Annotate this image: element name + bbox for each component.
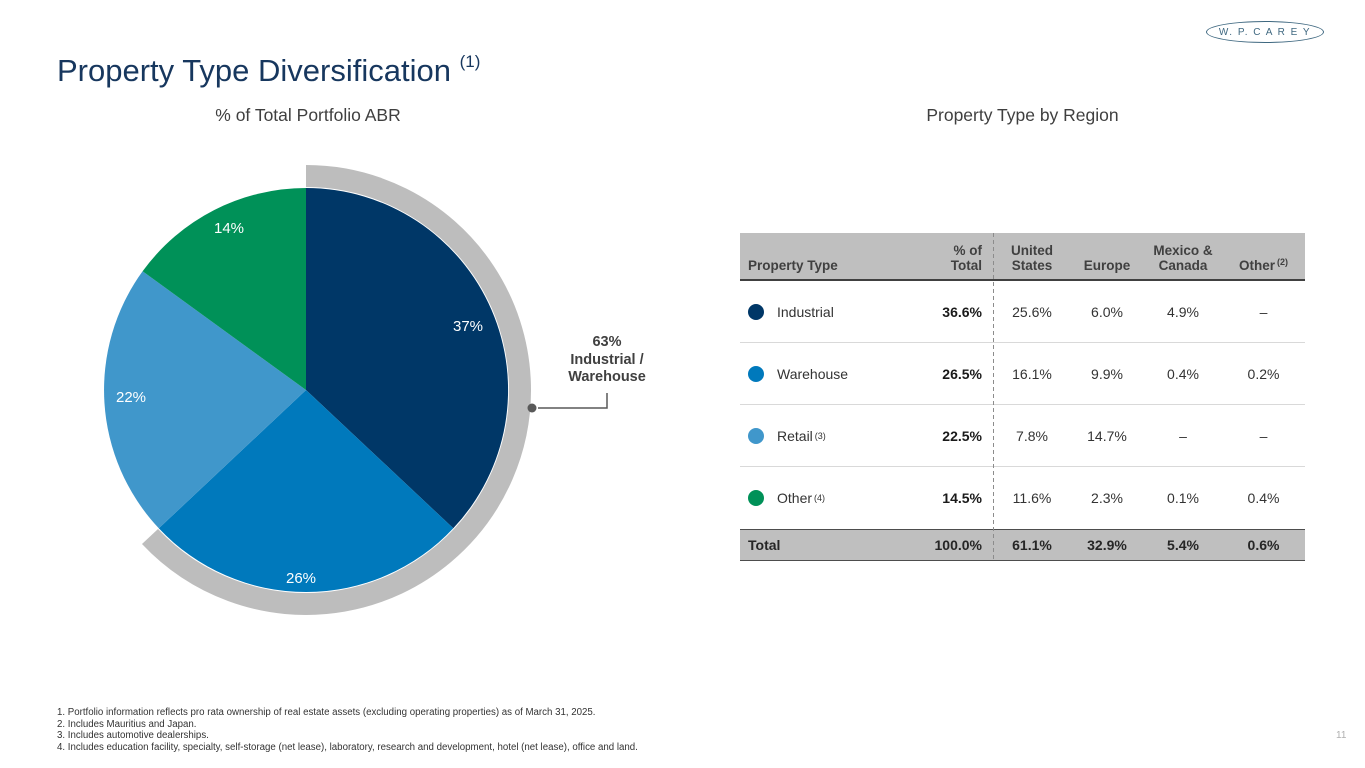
callout-line-2: Industrial / [570,351,644,368]
footnote-2: 2. Includes Mauritius and Japan. [57,718,197,730]
header-property-type: Property Type [748,258,838,273]
cell-mexico-canada: – [1179,427,1187,444]
pie-label-warehouse: 26% [286,570,316,587]
table-row-warehouse: Warehouse 26.5% 16.1% 9.9% 0.4% 0.2% [740,343,1305,405]
row-label: Warehouse [777,365,849,382]
page-number: 11 [1336,730,1347,741]
cell-europe: 2.3% [1091,490,1123,506]
property-type-by-region-table: Property Type % of Total United States E… [740,233,1305,561]
pie-slice-industrial [306,187,509,529]
cell-pct-total: 36.6% [942,303,982,320]
cell-mexico-canada: 5.4% [1167,537,1199,553]
legend-dot-other [748,490,764,506]
cell-us: 11.6% [1012,490,1052,506]
footnote-4: 4. Includes education facility, specialt… [57,741,638,753]
table-total-row: Total 100.0% 61.1% 32.9% 5.4% 0.6% [740,529,1305,561]
row-label: Industrial [777,303,834,320]
cell-other: 0.4% [1247,490,1280,506]
table-row-other: Other (4) 14.5% 11.6% 2.3% 0.1% 0.4% [740,467,1305,529]
cell-europe: 9.9% [1091,365,1123,382]
cell-pct-total: 100.0% [934,537,982,553]
row-label: Retail [777,427,813,444]
cell-pct-total: 14.5% [942,490,982,506]
cell-europe: 14.7% [1087,427,1127,444]
callout-connector-dot [527,403,537,413]
header-mexico-canada: Mexico & Canada [1153,243,1213,273]
header-pct-of-total: % of Total [950,243,982,273]
page-title-text: Property Type Diversification [57,53,451,88]
pie-label-industrial: 37% [453,318,483,335]
header-europe: Europe [1083,258,1131,273]
cell-other: – [1259,303,1268,320]
legend-dot-retail [748,427,764,444]
cell-mexico-canada: 4.9% [1167,303,1199,320]
footnote-3: 3. Includes automotive dealerships. [57,730,209,742]
total-label: Total [748,537,781,553]
callout-line-3: Warehouse [568,369,646,385]
cell-mexico-canada: 0.4% [1167,365,1199,382]
table-dashed-divider [993,233,994,561]
pie-label-other: 14% [214,220,244,237]
title-footnote-ref: (1) [459,52,481,71]
callout-connector-line [538,393,608,409]
table-section-heading: Property Type by Region [926,105,1119,125]
pie-label-retail: 22% [116,389,146,406]
row-label: Other [777,490,813,506]
table-header-row: Property Type % of Total United States E… [740,233,1305,281]
cell-europe: 6.0% [1091,303,1123,320]
cell-other: – [1259,427,1268,444]
table-row-retail: Retail (3) 22.5% 7.8% 14.7% – – [740,405,1305,467]
cell-other: 0.6% [1247,537,1280,553]
row-footnote-ref: (3) [814,430,826,441]
pie-highlight-arc-63pct [141,165,531,615]
cell-us: 61.1% [1012,537,1052,553]
legend-dot-warehouse [748,365,764,382]
callout-63pct-industrial-warehouse: 63% Industrial / Warehouse [540,334,674,387]
cell-us: 7.8% [1016,427,1048,444]
pie-section-heading: % of Total Portfolio ABR [215,105,401,125]
wp-carey-logo: W. P. C A R E Y [1206,21,1324,43]
callout-line-1: 63% [592,334,622,350]
header-other: Other (2) [1238,257,1288,273]
pie-slice-warehouse [158,390,454,593]
cell-us: 25.6% [1012,303,1052,320]
legend-dot-industrial [748,303,764,320]
cell-europe: 32.9% [1087,537,1127,553]
pie-slice-other [142,188,306,390]
cell-other: 0.2% [1247,365,1280,382]
cell-us: 16.1% [1012,365,1052,382]
pie-chart: 37% 26% 22% 14% [104,165,608,615]
header-united-states: United States [1011,243,1053,273]
wp-carey-logo-text: W. P. C A R E Y [1218,26,1312,38]
footnotes: 1. Portfolio information reflects pro ra… [57,707,638,753]
footnote-1: 1. Portfolio information reflects pro ra… [57,707,596,718]
cell-pct-total: 22.5% [942,427,982,444]
pie-slice-retail [104,271,306,529]
row-footnote-ref: (4) [814,493,826,503]
table-row-industrial: Industrial 36.6% 25.6% 6.0% 4.9% – [740,281,1305,343]
header-other-footnote-ref: (2) [1277,257,1288,267]
cell-mexico-canada: 0.1% [1167,490,1199,506]
page-title: Property Type Diversification (1) [57,52,480,89]
cell-pct-total: 26.5% [942,365,982,382]
